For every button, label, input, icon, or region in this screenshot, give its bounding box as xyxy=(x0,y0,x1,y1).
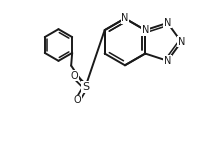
Text: N: N xyxy=(121,13,129,23)
Text: N: N xyxy=(164,18,171,28)
Text: O: O xyxy=(74,95,81,105)
Text: N: N xyxy=(142,25,149,35)
Text: N: N xyxy=(178,37,185,47)
Text: S: S xyxy=(82,82,89,92)
Text: N: N xyxy=(164,56,171,66)
Text: O: O xyxy=(70,71,78,81)
